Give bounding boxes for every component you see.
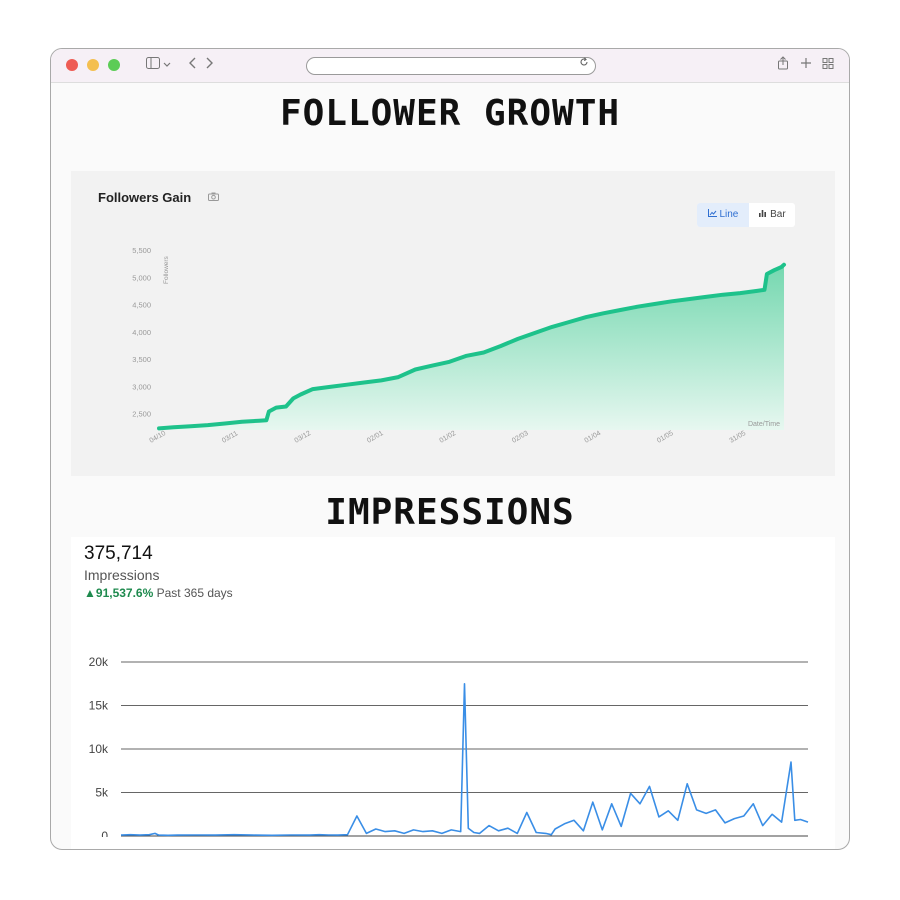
sidebar-icon[interactable] (146, 56, 160, 74)
followers-line (157, 262, 786, 431)
y-tick-label: 5,500 (132, 246, 151, 255)
line-view-button[interactable]: Line (697, 203, 749, 227)
x-tick-label: 31/05 (729, 430, 748, 445)
follower-growth-heading: FOLLOWER GROWTH (279, 93, 621, 134)
y-tick-label: 3,000 (132, 382, 151, 391)
back-icon[interactable] (188, 56, 198, 75)
impressions-chart: 05k10k15k20kJun 18Aug 17Oct 16Dec 15Feb … (89, 655, 809, 837)
trend-up-icon: ▲ (84, 586, 96, 600)
impressions-line (120, 683, 809, 837)
y-tick-label: 20k (89, 655, 109, 669)
zoom-window-button[interactable] (108, 59, 120, 71)
new-tab-icon[interactable] (800, 56, 812, 75)
camera-icon[interactable] (208, 192, 219, 204)
reload-icon[interactable] (579, 57, 589, 70)
y-tick-label: 0 (101, 829, 108, 837)
y-tick-label: 10k (89, 742, 109, 756)
y-tick-label: 15k (89, 699, 109, 713)
y-tick-label: 5,000 (132, 273, 151, 282)
chart-type-toggle: Line Bar (697, 203, 795, 227)
forward-icon[interactable] (204, 56, 214, 75)
y-tick-label: 4,000 (132, 328, 151, 337)
browser-window: FOLLOWER GROWTH Followers Gain Line Bar … (50, 48, 850, 850)
y-tick-label: 4,500 (132, 301, 151, 310)
y-tick-label: 5k (95, 786, 109, 800)
x-tick-label: 02/03 (511, 430, 530, 445)
x-axis-label: Date/Time (748, 421, 780, 428)
line-view-label: Line (719, 209, 739, 220)
followers-gain-card: Followers Gain Line Bar 2,500 3,000 3,500 4… (71, 171, 835, 476)
x-tick-label: 03/11 (221, 430, 239, 445)
address-bar[interactable] (306, 57, 596, 75)
change-percent: 91,537.6% (95, 586, 154, 600)
x-tick-label: 01/04 (584, 430, 603, 445)
change-period: Past 365 days (156, 586, 233, 600)
x-tick-label: 04/10 (149, 430, 168, 445)
impressions-card: 375,714 Impressions ▲91,537.6% Past 365 … (71, 537, 835, 849)
y-tick-label: 2,500 (132, 410, 151, 419)
line-chart-icon (707, 209, 720, 220)
followers-gain-title: Followers Gain (98, 190, 192, 205)
bar-view-label: Bar (770, 209, 786, 220)
impressions-label: Impressions (84, 567, 160, 583)
minimize-window-button[interactable] (87, 59, 99, 71)
share-icon[interactable] (777, 56, 789, 75)
bar-view-button[interactable]: Bar (749, 203, 795, 227)
y-axis-label: Followers (163, 255, 170, 284)
impressions-change: ▲91,537.6% Past 365 days (84, 586, 233, 600)
followers-gain-chart: 2,500 3,000 3,500 4,000 4,500 5,000 5,500 Follo… (132, 246, 786, 445)
browser-toolbar (51, 49, 849, 83)
close-window-button[interactable] (66, 59, 78, 71)
x-tick-label: 01/05 (656, 430, 675, 445)
chevron-down-icon[interactable] (163, 57, 171, 75)
x-tick-label: 01/02 (439, 430, 458, 445)
y-tick-label: 3,500 (132, 355, 151, 364)
bar-chart-icon (758, 209, 770, 220)
impressions-heading: IMPRESSIONS (325, 492, 575, 533)
x-tick-label: 02/01 (366, 430, 385, 445)
tab-overview-icon[interactable] (822, 56, 834, 75)
followers-area (159, 264, 784, 430)
x-tick-label: 03/12 (294, 430, 313, 445)
impressions-total: 375,714 (84, 543, 153, 564)
